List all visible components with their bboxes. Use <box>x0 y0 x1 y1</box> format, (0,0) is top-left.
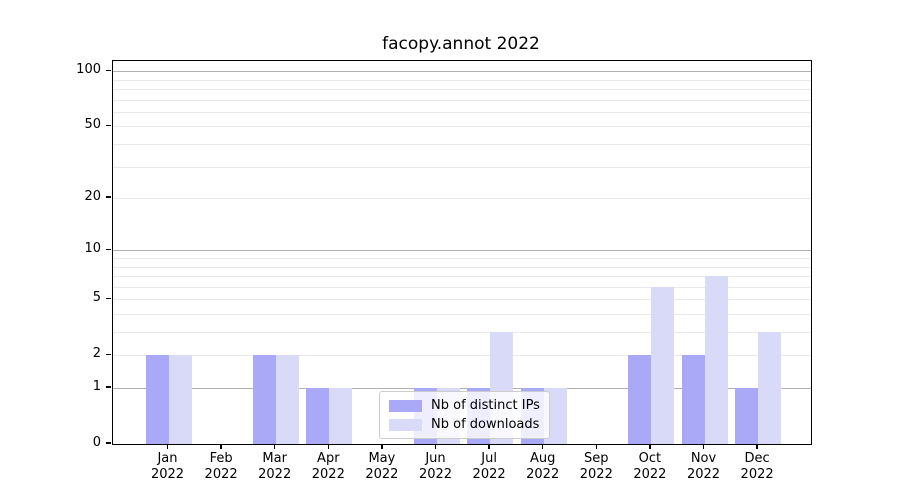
y-axis-tick-label: 100 <box>76 62 101 78</box>
bar <box>704 276 728 444</box>
x-axis-tick-label: Aug 2022 <box>526 451 560 482</box>
legend-entry: Nb of downloads <box>380 417 549 433</box>
y-tick-mark <box>106 196 111 198</box>
x-tick-mark <box>488 444 490 450</box>
bar <box>681 355 705 444</box>
y-tick-mark <box>106 297 111 299</box>
major-gridline <box>113 250 811 252</box>
y-tick-mark <box>106 124 111 127</box>
bar <box>735 388 759 444</box>
bar <box>275 355 299 444</box>
y-axis-tick-label: 50 <box>84 117 101 133</box>
minor-gridline <box>113 126 811 128</box>
x-axis-tick-label: Jul 2022 <box>472 451 506 482</box>
minor-gridline <box>113 332 811 333</box>
x-axis-tick-label: Oct 2022 <box>633 451 667 482</box>
x-tick-mark <box>542 444 544 450</box>
minor-gridline <box>113 276 811 277</box>
minor-gridline <box>113 166 811 168</box>
legend-label: Nb of distinct IPs <box>431 397 540 413</box>
x-tick-mark <box>274 444 276 450</box>
minor-gridline <box>113 144 811 145</box>
chart-title: facopy.annot 2022 <box>382 34 540 54</box>
bar <box>650 286 674 444</box>
major-gridline <box>113 388 811 389</box>
y-tick-mark <box>106 353 111 355</box>
y-axis-tick-label: 1 <box>92 379 101 394</box>
bar <box>329 388 353 444</box>
y-tick-mark <box>106 248 111 250</box>
x-tick-mark <box>756 444 758 450</box>
bar <box>145 355 169 444</box>
legend: Nb of distinct IPs Nb of downloads <box>379 391 550 439</box>
minor-gridline <box>113 355 811 357</box>
minor-gridline <box>113 111 811 113</box>
x-axis-tick-label: Feb 2022 <box>204 451 238 482</box>
x-axis-tick-label: Sep 2022 <box>579 451 613 482</box>
minor-gridline <box>113 89 811 90</box>
minor-gridline <box>113 198 811 200</box>
x-axis-tick-label: May 2022 <box>365 451 399 482</box>
x-tick-mark <box>595 444 597 450</box>
y-axis-tick-label: 0 <box>92 435 101 450</box>
x-tick-mark <box>381 444 383 450</box>
y-axis-tick-label: 5 <box>92 290 101 306</box>
major-gridline <box>113 71 811 73</box>
plot-area <box>112 60 812 445</box>
x-tick-mark <box>220 444 222 450</box>
minor-gridline <box>113 99 811 101</box>
x-tick-mark <box>166 444 169 450</box>
minor-gridline <box>113 314 811 315</box>
y-axis-tick-label: 20 <box>84 189 101 205</box>
legend-swatch <box>389 399 422 412</box>
bar <box>627 355 651 444</box>
bar <box>306 388 330 444</box>
y-tick-mark <box>106 69 111 71</box>
minor-gridline <box>113 258 811 259</box>
y-axis-tick-label: 2 <box>92 346 101 362</box>
legend-entry: Nb of distinct IPs <box>380 398 549 414</box>
x-axis-tick-label: Jun 2022 <box>418 451 453 482</box>
minor-gridline <box>113 286 811 288</box>
y-axis-tick-label: 10 <box>84 241 101 257</box>
legend-swatch <box>389 418 422 431</box>
x-axis-tick-label: Apr 2022 <box>311 451 345 482</box>
bar <box>252 355 276 444</box>
x-tick-mark <box>702 444 705 450</box>
x-axis-tick-label: Dec 2022 <box>740 451 774 482</box>
legend-label: Nb of downloads <box>431 416 540 432</box>
x-tick-mark <box>649 444 651 450</box>
x-axis-tick-label: Mar 2022 <box>258 451 292 482</box>
bar <box>168 355 192 444</box>
y-tick-mark <box>106 442 111 444</box>
minor-gridline <box>113 299 811 301</box>
minor-gridline <box>113 79 811 81</box>
y-tick-mark <box>106 386 111 388</box>
bar <box>758 332 782 444</box>
x-tick-mark <box>327 444 329 450</box>
minor-gridline <box>113 266 811 268</box>
x-tick-mark <box>434 444 437 450</box>
x-axis-tick-label: Nov 2022 <box>686 451 721 482</box>
x-axis-tick-label: Jan 2022 <box>150 451 185 482</box>
